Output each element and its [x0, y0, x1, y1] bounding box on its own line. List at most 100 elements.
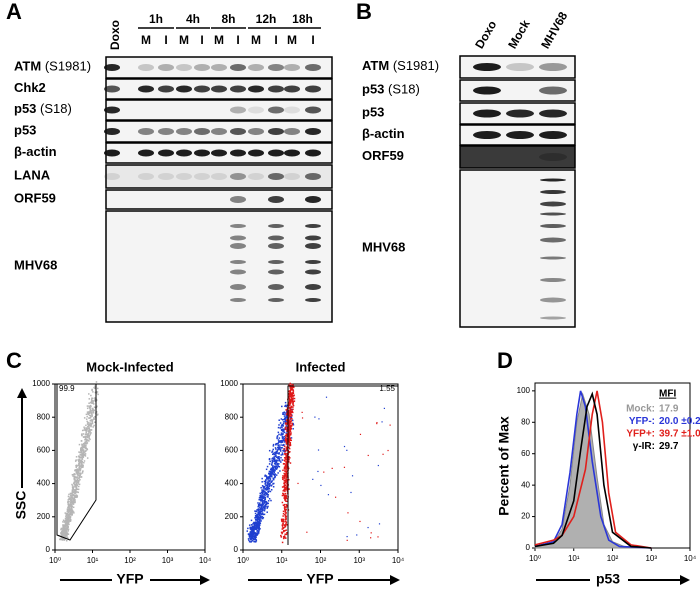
band — [158, 128, 174, 135]
dot — [282, 413, 284, 415]
dot — [351, 475, 354, 477]
dot — [283, 457, 286, 459]
y-axis-label: SSC — [13, 491, 29, 520]
dot — [263, 486, 266, 488]
dot — [286, 430, 289, 432]
dot — [259, 511, 262, 513]
dot — [97, 387, 99, 390]
dot — [282, 419, 284, 421]
dot — [78, 473, 80, 475]
dot — [284, 499, 286, 502]
dot — [278, 440, 281, 442]
band — [230, 85, 246, 93]
dot — [318, 418, 320, 420]
row-label: p53 (S18) — [362, 82, 420, 97]
dot — [251, 540, 254, 542]
dot — [270, 485, 273, 487]
dot — [75, 480, 78, 483]
dot — [61, 539, 64, 541]
x-tick-label: 10¹ — [568, 554, 580, 563]
dot — [281, 459, 284, 461]
dot — [68, 498, 70, 501]
dot — [289, 386, 292, 388]
dot — [283, 441, 286, 443]
dot — [285, 410, 288, 412]
dot — [75, 490, 77, 492]
dot — [282, 510, 285, 513]
dot — [262, 496, 265, 498]
dot — [258, 528, 261, 531]
dot — [267, 491, 270, 493]
dot — [284, 428, 287, 430]
dot — [288, 421, 290, 423]
blot — [105, 210, 333, 323]
dot — [284, 513, 286, 516]
dot — [258, 497, 261, 499]
dot — [249, 527, 251, 530]
band — [248, 149, 264, 157]
dot — [274, 447, 277, 449]
dot — [280, 447, 282, 449]
dot — [285, 512, 287, 515]
dot — [63, 536, 66, 538]
dot — [288, 429, 290, 432]
dot — [290, 413, 292, 416]
band — [305, 269, 321, 275]
dot — [289, 462, 292, 464]
dot — [86, 433, 89, 436]
dot — [256, 514, 259, 517]
dot — [292, 400, 294, 403]
dot — [80, 446, 83, 449]
dot — [69, 511, 72, 513]
dot — [283, 413, 286, 415]
dot — [82, 442, 85, 445]
dot — [77, 488, 80, 491]
dot — [64, 531, 67, 533]
dot — [62, 537, 65, 540]
band — [230, 243, 246, 249]
band — [176, 173, 192, 180]
dot — [286, 485, 288, 488]
dot — [70, 504, 73, 507]
dot — [280, 520, 283, 522]
dot — [285, 517, 287, 520]
dot — [64, 517, 67, 520]
band — [230, 260, 246, 264]
dot — [297, 482, 299, 485]
panel-label: D — [497, 348, 513, 373]
dot — [288, 400, 291, 402]
dot — [92, 412, 95, 414]
dot — [90, 394, 92, 397]
dot — [75, 496, 77, 499]
dot — [272, 466, 274, 469]
dot — [68, 514, 71, 516]
dot — [281, 426, 283, 429]
dot — [66, 526, 69, 528]
dot — [262, 508, 264, 511]
dot — [277, 426, 280, 429]
dot — [283, 411, 286, 413]
dot — [264, 508, 266, 510]
dot — [89, 419, 92, 422]
dot — [264, 507, 266, 509]
dot — [257, 504, 260, 507]
dot — [272, 448, 274, 451]
dot — [81, 472, 84, 474]
dot — [71, 473, 74, 476]
dot — [283, 477, 285, 479]
y-tick-label: 40 — [521, 480, 530, 489]
dot — [72, 506, 75, 509]
band — [540, 316, 566, 320]
dot — [284, 473, 287, 475]
dot — [283, 474, 286, 477]
dot — [284, 474, 287, 477]
dot — [80, 463, 82, 466]
dot — [292, 422, 294, 425]
dot — [267, 493, 269, 496]
dot — [292, 386, 294, 388]
dot — [279, 444, 281, 446]
band — [211, 149, 227, 157]
x-tick-label: 10² — [315, 556, 327, 565]
dot — [277, 448, 280, 450]
dot — [74, 489, 77, 491]
